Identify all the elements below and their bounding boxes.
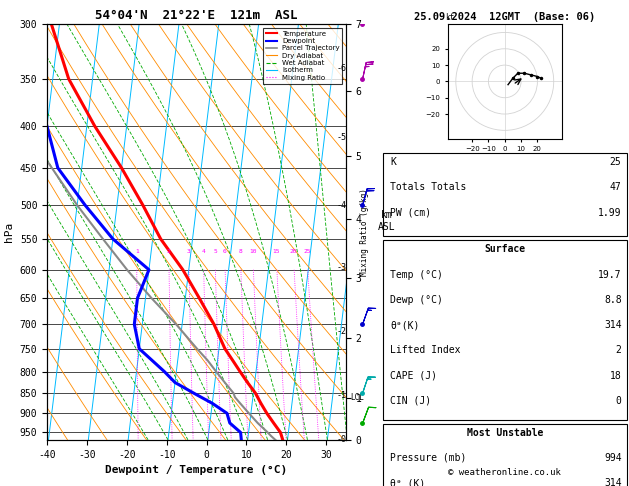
Text: 25: 25 xyxy=(610,157,621,167)
Bar xyxy=(383,153,626,237)
Legend: Temperature, Dewpoint, Parcel Trajectory, Dry Adiabat, Wet Adiabat, Isotherm, Mi: Temperature, Dewpoint, Parcel Trajectory… xyxy=(264,28,342,84)
Text: 1: 1 xyxy=(135,249,138,255)
Text: 15: 15 xyxy=(272,249,280,255)
Text: -4: -4 xyxy=(337,201,346,209)
Text: -3: -3 xyxy=(337,263,346,272)
Text: 5: 5 xyxy=(213,249,217,255)
Text: Temp (°C): Temp (°C) xyxy=(391,270,443,279)
Text: 2: 2 xyxy=(616,346,621,355)
Text: © weatheronline.co.uk: © weatheronline.co.uk xyxy=(448,468,561,477)
Text: -6: -6 xyxy=(337,64,346,73)
Text: 314: 314 xyxy=(604,320,621,330)
Text: -0: -0 xyxy=(337,435,346,444)
Text: 994: 994 xyxy=(604,453,621,463)
Text: 25.09.2024  12GMT  (Base: 06): 25.09.2024 12GMT (Base: 06) xyxy=(414,12,596,22)
Text: θᵊ (K): θᵊ (K) xyxy=(391,478,426,486)
Text: Totals Totals: Totals Totals xyxy=(391,182,467,192)
Text: Mixing Ratio (g/kg): Mixing Ratio (g/kg) xyxy=(360,188,369,276)
Text: Dewp (°C): Dewp (°C) xyxy=(391,295,443,305)
Text: -2: -2 xyxy=(337,328,346,336)
Text: 3: 3 xyxy=(187,249,191,255)
Bar xyxy=(383,424,626,486)
Text: K: K xyxy=(391,157,396,167)
Text: 47: 47 xyxy=(610,182,621,192)
Y-axis label: hPa: hPa xyxy=(4,222,14,242)
Text: 6: 6 xyxy=(223,249,226,255)
Text: -1: -1 xyxy=(337,391,346,400)
Text: 25: 25 xyxy=(303,249,311,255)
Title: 54°04'N  21°22'E  121m  ASL: 54°04'N 21°22'E 121m ASL xyxy=(96,9,298,22)
Text: 0: 0 xyxy=(616,396,621,406)
Text: 314: 314 xyxy=(604,478,621,486)
Text: Pressure (mb): Pressure (mb) xyxy=(391,453,467,463)
Text: 10: 10 xyxy=(249,249,257,255)
Text: CAPE (J): CAPE (J) xyxy=(391,371,438,381)
Text: 8: 8 xyxy=(238,249,242,255)
Text: kt: kt xyxy=(445,13,455,22)
Text: 19.7: 19.7 xyxy=(598,270,621,279)
Text: Most Unstable: Most Unstable xyxy=(467,428,543,437)
Text: LCL: LCL xyxy=(350,393,364,402)
Text: 2: 2 xyxy=(167,249,170,255)
Text: CIN (J): CIN (J) xyxy=(391,396,431,406)
Text: 1.99: 1.99 xyxy=(598,208,621,218)
X-axis label: Dewpoint / Temperature (°C): Dewpoint / Temperature (°C) xyxy=(106,465,287,475)
Text: 8.8: 8.8 xyxy=(604,295,621,305)
Text: 4: 4 xyxy=(201,249,205,255)
Y-axis label: km
ASL: km ASL xyxy=(378,210,396,232)
Text: PW (cm): PW (cm) xyxy=(391,208,431,218)
Bar xyxy=(383,241,626,420)
Text: θᵊ(K): θᵊ(K) xyxy=(391,320,420,330)
Text: Surface: Surface xyxy=(484,244,525,254)
Text: -5: -5 xyxy=(337,133,346,142)
Text: Lifted Index: Lifted Index xyxy=(391,346,461,355)
Text: 18: 18 xyxy=(610,371,621,381)
Text: 20: 20 xyxy=(290,249,297,255)
